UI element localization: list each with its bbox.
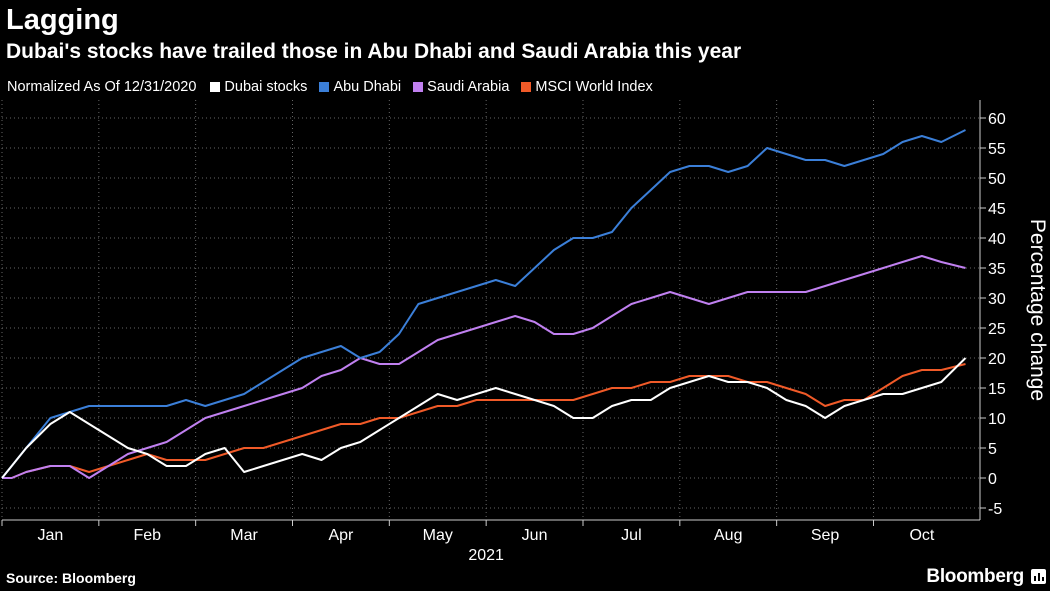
y-tick-label: 40 bbox=[988, 231, 1006, 248]
legend-label-msci: MSCI World Index bbox=[535, 79, 653, 95]
series-line-abu-dhabi bbox=[1, 129, 966, 479]
y-tick-label: 10 bbox=[988, 411, 1006, 428]
legend-label-abu-dhabi: Abu Dhabi bbox=[333, 79, 402, 95]
y-tick-label: 25 bbox=[988, 321, 1006, 338]
y-tick-label: 50 bbox=[988, 171, 1006, 188]
x-tick-label: Feb bbox=[133, 527, 161, 544]
x-tick-label: Jul bbox=[621, 527, 641, 544]
x-tick-label: Jan bbox=[38, 527, 64, 544]
legend-item-saudi: Saudi Arabia bbox=[413, 79, 509, 95]
x-tick-label: Jun bbox=[522, 527, 548, 544]
y-tick-label: 30 bbox=[988, 291, 1006, 308]
y-tick-label: 20 bbox=[988, 351, 1006, 368]
legend-item-dubai: Dubai stocks bbox=[210, 79, 307, 95]
y-tick-label: 0 bbox=[988, 471, 997, 488]
legend-swatch-saudi bbox=[413, 82, 424, 92]
x-tick-label: Apr bbox=[328, 527, 354, 544]
legend-swatch-abu-dhabi bbox=[319, 82, 330, 92]
legend-swatch-msci bbox=[521, 82, 532, 92]
y-tick-label: 35 bbox=[988, 261, 1006, 278]
legend-item-msci: MSCI World Index bbox=[521, 79, 653, 95]
y-tick-label: 60 bbox=[988, 111, 1006, 128]
series-line-msci bbox=[2, 363, 966, 479]
y-axis-label: Percentage change bbox=[1026, 219, 1049, 401]
x-tick-label: Mar bbox=[230, 527, 258, 544]
series-line-saudi bbox=[2, 255, 966, 479]
legend-item-abu-dhabi: Abu Dhabi bbox=[319, 79, 401, 95]
bloomberg-chart-icon bbox=[1031, 569, 1046, 584]
chart-title: Lagging bbox=[6, 4, 119, 36]
legend-swatch-dubai bbox=[210, 82, 221, 92]
legend: Normalized As Of 12/31/2020 Dubai stocks… bbox=[7, 79, 665, 95]
x-tick-label: Sep bbox=[811, 527, 840, 544]
source-note: Source: Bloomberg bbox=[6, 570, 136, 586]
y-tick-label: 5 bbox=[988, 441, 997, 458]
legend-label-saudi: Saudi Arabia bbox=[427, 79, 510, 95]
series-line-dubai bbox=[1, 357, 967, 479]
x-tick-label: May bbox=[423, 527, 453, 544]
y-tick-label: 45 bbox=[988, 201, 1006, 218]
legend-note: Normalized As Of 12/31/2020 bbox=[7, 79, 197, 95]
legend-label-dubai: Dubai stocks bbox=[224, 79, 308, 95]
x-tick-label: Aug bbox=[714, 527, 742, 544]
x-year-label: 2021 bbox=[468, 547, 504, 564]
bloomberg-logo: Bloomberg bbox=[926, 566, 1024, 587]
chart-subtitle: Dubai's stocks have trailed those in Abu… bbox=[6, 40, 742, 63]
y-tick-label: 55 bbox=[988, 141, 1006, 158]
x-tick-label: Oct bbox=[909, 527, 934, 544]
y-tick-label: 15 bbox=[988, 381, 1006, 398]
y-tick-label: -5 bbox=[988, 501, 1002, 518]
